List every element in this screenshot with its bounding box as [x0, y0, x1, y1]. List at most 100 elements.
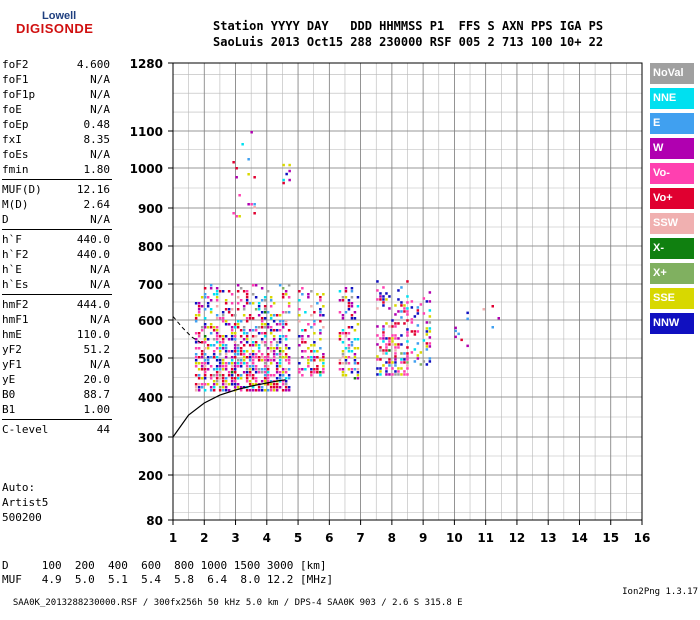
- echo-point: [322, 359, 325, 362]
- echo-point: [350, 371, 354, 374]
- echo-point: [266, 371, 270, 374]
- echo-point: [215, 314, 219, 317]
- echo-point: [394, 334, 397, 337]
- echo-point: [203, 362, 207, 365]
- echo-point: [194, 359, 198, 362]
- echo-point: [338, 299, 342, 302]
- echo-point: [347, 332, 351, 335]
- echo-point: [298, 308, 301, 311]
- echo-point: [248, 380, 252, 383]
- echo-point: [203, 326, 207, 329]
- echo-point: [260, 389, 264, 392]
- echo-point: [278, 338, 282, 341]
- echo-point: [278, 386, 282, 389]
- echo-point: [376, 343, 379, 346]
- echo-point: [284, 389, 288, 392]
- echo-point: [230, 377, 234, 380]
- echo-point: [251, 317, 255, 320]
- x-tick-label: 11: [477, 531, 494, 545]
- echo-point: [403, 358, 406, 361]
- echo-point: [233, 347, 237, 350]
- echo-point: [350, 296, 354, 299]
- echo-point: [257, 308, 261, 311]
- echo-point: [238, 215, 241, 218]
- echo-point: [236, 344, 240, 347]
- echo-point: [284, 353, 288, 356]
- echo-point: [385, 361, 388, 364]
- echo-point: [428, 309, 432, 312]
- echo-point: [347, 302, 351, 305]
- echo-point: [301, 287, 304, 290]
- x-tick-label: 12: [509, 531, 526, 545]
- echo-point: [347, 305, 351, 308]
- auto-scaling-info: Auto: Artist5 500200: [2, 480, 48, 525]
- echo-point: [491, 326, 494, 329]
- echo-point: [251, 284, 255, 287]
- echo-point: [388, 361, 391, 364]
- echo-point: [344, 374, 348, 377]
- echo-point: [287, 356, 291, 359]
- x-tick-label: 14: [571, 531, 588, 545]
- echo-point: [194, 338, 198, 341]
- echo-point: [281, 326, 285, 329]
- param-row: foEp 0.48: [2, 117, 110, 132]
- param-value: 88.7: [83, 388, 111, 401]
- echo-point: [316, 356, 319, 359]
- echo-point: [209, 374, 213, 377]
- echo-point: [269, 347, 273, 350]
- echo-point: [301, 293, 304, 296]
- echo-point: [385, 343, 388, 346]
- echo-point: [406, 346, 409, 349]
- echo-point: [272, 320, 276, 323]
- echo-point: [269, 329, 273, 332]
- echo-point: [224, 356, 228, 359]
- echo-point: [385, 322, 388, 325]
- echo-point: [350, 341, 354, 344]
- echo-point: [203, 287, 207, 290]
- echo-point: [394, 364, 397, 367]
- echo-point: [203, 371, 207, 374]
- echo-point: [410, 300, 414, 303]
- echo-point: [419, 363, 423, 366]
- param-label: hmE: [2, 328, 22, 341]
- echo-point: [224, 368, 228, 371]
- echo-point: [379, 298, 382, 301]
- echo-point: [218, 377, 222, 380]
- echo-point: [281, 350, 285, 353]
- echo-point: [391, 373, 394, 376]
- param-row: foE N/A: [2, 102, 110, 117]
- echo-point: [388, 349, 391, 352]
- echo-point: [391, 337, 394, 340]
- echo-point: [263, 323, 267, 326]
- echo-point: [266, 389, 270, 392]
- echo-point: [310, 371, 313, 374]
- echo-point: [382, 286, 385, 289]
- echo-point: [319, 329, 322, 332]
- echo-point: [284, 377, 288, 380]
- echo-point: [322, 305, 325, 308]
- echo-point: [284, 371, 288, 374]
- echo-point: [239, 362, 243, 365]
- echo-point: [278, 380, 282, 383]
- echo-point: [239, 386, 243, 389]
- echo-point: [197, 374, 201, 377]
- echo-point: [212, 389, 216, 392]
- echo-point: [356, 347, 360, 350]
- echo-point: [263, 332, 267, 335]
- echo-point: [230, 308, 234, 311]
- echo-point: [425, 348, 429, 351]
- echo-point: [242, 305, 246, 308]
- echo-point: [269, 383, 273, 386]
- param-row: yF1 N/A: [2, 357, 110, 372]
- echo-point: [257, 326, 261, 329]
- echo-point: [209, 326, 213, 329]
- param-label: h`Es: [2, 278, 29, 291]
- param-label: B1: [2, 403, 16, 416]
- echo-point: [227, 383, 231, 386]
- param-row: hmE 110.0: [2, 327, 110, 342]
- echo-point: [394, 355, 397, 358]
- echo-point: [236, 323, 240, 326]
- echo-point: [278, 329, 282, 332]
- echo-point: [416, 309, 420, 312]
- echo-point: [278, 362, 282, 365]
